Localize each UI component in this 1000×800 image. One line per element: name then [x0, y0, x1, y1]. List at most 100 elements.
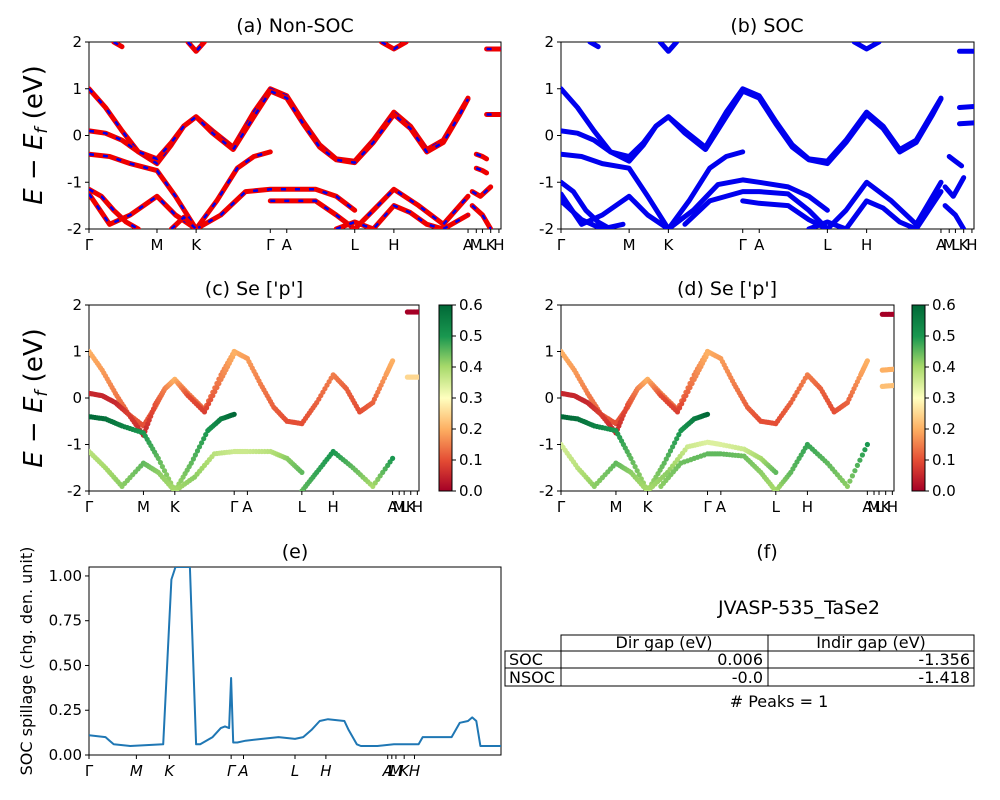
panel-d-band-point [859, 452, 866, 458]
panel-e-ytick-label: 0.75 [49, 612, 82, 630]
panel-e-spillage-line [89, 567, 501, 747]
panel-a-xtick-label: A [463, 236, 474, 254]
panel-c-band-point [157, 459, 163, 466]
panel-b-ytick-label: 0 [544, 127, 554, 145]
panel-c-band-point [199, 440, 205, 446]
panel-c-xtick-label: M [137, 498, 150, 516]
panel-d-ytick-label: 0 [544, 389, 554, 407]
panel-d-band-point [773, 469, 779, 475]
panel-d-band-point [864, 441, 871, 448]
panel-e-xtick-label: H [409, 762, 420, 780]
panel-c-band-point [390, 455, 396, 461]
panel-a-xtick-label: L [478, 236, 487, 254]
panel-c-xtick-label: K [170, 498, 181, 516]
panel-d-band-point [704, 351, 711, 357]
panel-d-band-point [704, 411, 711, 417]
panel-d-band-point [847, 478, 853, 484]
panel-d-xtick-label: H [887, 498, 898, 516]
table-row-nsoc-indir: -1.418 [918, 668, 970, 687]
table-row-nsoc-box [504, 667, 975, 687]
panel-e-xtick-label: H [320, 762, 331, 780]
panel-d-ytick-label: 2 [544, 296, 554, 314]
panel-d-xtick-label: A [716, 498, 727, 516]
panel-d-band-point [852, 468, 858, 474]
panel-b-plot-area [561, 42, 974, 229]
panel-a-xtick-label: Γ [85, 236, 94, 254]
panel-d-xtick-label: M [868, 498, 881, 516]
panel-d-colorbar-label: 0.2 [932, 420, 956, 438]
panel-d-band-point [891, 311, 894, 317]
panel-b-xtick-label: A [754, 236, 765, 254]
panel-c-ytick-label: -1 [67, 436, 82, 454]
panel-d-band-point [685, 389, 691, 395]
panel-c-colorbar-label: 0.6 [459, 296, 483, 314]
table-row-soc-indir: -1.356 [918, 650, 970, 669]
panel-b-band-line [851, 42, 882, 52]
panel-a-band-line [333, 203, 471, 229]
panel-c-band-point [231, 351, 237, 357]
panel-c-band-point [416, 309, 419, 315]
panel-c-colorbar-gradient [438, 304, 453, 492]
panel-c-ylabel: E − Ef (eV) [19, 328, 52, 468]
panel-e-title: (e) [282, 541, 309, 563]
panel-a-band-dash [170, 216, 197, 229]
panel-c-band-point [299, 469, 305, 475]
panel-f-title: (f) [756, 541, 778, 563]
panel-a-xtick-label: H [493, 236, 504, 254]
panel-c-ytick-label: 0 [72, 389, 82, 407]
panel-c-ytick-label: -2 [67, 482, 82, 500]
panel-c-band-point [159, 464, 165, 470]
panel-d-band-point [676, 432, 682, 438]
panel-b-xtick-label: Γ [739, 236, 748, 254]
panel-d-colorbar-gradient [911, 304, 926, 492]
table-row-nsoc-dir: -0.0 [732, 668, 763, 687]
panel-c-frame [88, 304, 420, 492]
panel-d-ytick-label: -2 [539, 482, 554, 500]
panel-c-xtick-label: K [406, 498, 417, 516]
panel-d-band-point [891, 366, 894, 372]
panel-d-colorbar-label: 0.5 [932, 327, 956, 345]
panel-c-xtick-label: A [387, 498, 398, 516]
panel-d-band-point [683, 393, 689, 399]
panel-d-colorbar-label: 0.0 [932, 482, 956, 500]
panel-a-band-dash [89, 87, 470, 165]
panel-a-band-line [267, 186, 471, 229]
panel-d-band-point [670, 444, 676, 450]
table-col-indir: Indir gap (eV) [816, 633, 926, 652]
panel-a-band-line [89, 88, 471, 166]
panel-c-xtick-label: A [242, 498, 253, 516]
panel-b-band-line [587, 42, 601, 50]
panel-d-colorbar-label: 0.1 [932, 451, 956, 469]
panel-d-xtick-label: L [772, 498, 781, 516]
panel-d-band-point [849, 473, 856, 479]
panel-a-title: (a) Non-SOC [236, 15, 354, 37]
panel-a-xtick-label: H [388, 236, 399, 254]
panel-c-band-point [204, 405, 210, 411]
panel-c-band-point [390, 358, 396, 364]
panel-d-band-point [661, 460, 667, 466]
panel-d-ytick-label: -1 [539, 436, 554, 454]
panel-a-band-dash [270, 188, 469, 229]
panel-a-plot-area [89, 42, 501, 229]
panel-c-band-point [164, 472, 170, 478]
panel-a-ytick-label: -2 [67, 220, 82, 238]
panel-c-plot-area [89, 309, 419, 491]
panel-d-colorbar-label: 0.3 [932, 389, 956, 407]
panel-a-xtick-label: M [151, 236, 164, 254]
panel-c-colorbar-label: 0.0 [459, 482, 483, 500]
panel-c-band-point [201, 436, 207, 442]
panel-d-band-point [630, 459, 636, 466]
panel-a-band-line [469, 184, 494, 199]
panel-e-xtick-label: K [399, 762, 410, 780]
panel-c-band-point [190, 456, 196, 462]
panel-b-xtick-label: H [966, 236, 977, 254]
panel-c-band-point [231, 411, 237, 417]
panel-d-xtick-label: L [875, 498, 884, 516]
panel-d-band-point [844, 483, 851, 489]
panel-c-band-point [196, 444, 203, 450]
panel-d-xtick-label: M [609, 498, 622, 516]
panel-e-xtick-label: L [291, 762, 299, 780]
